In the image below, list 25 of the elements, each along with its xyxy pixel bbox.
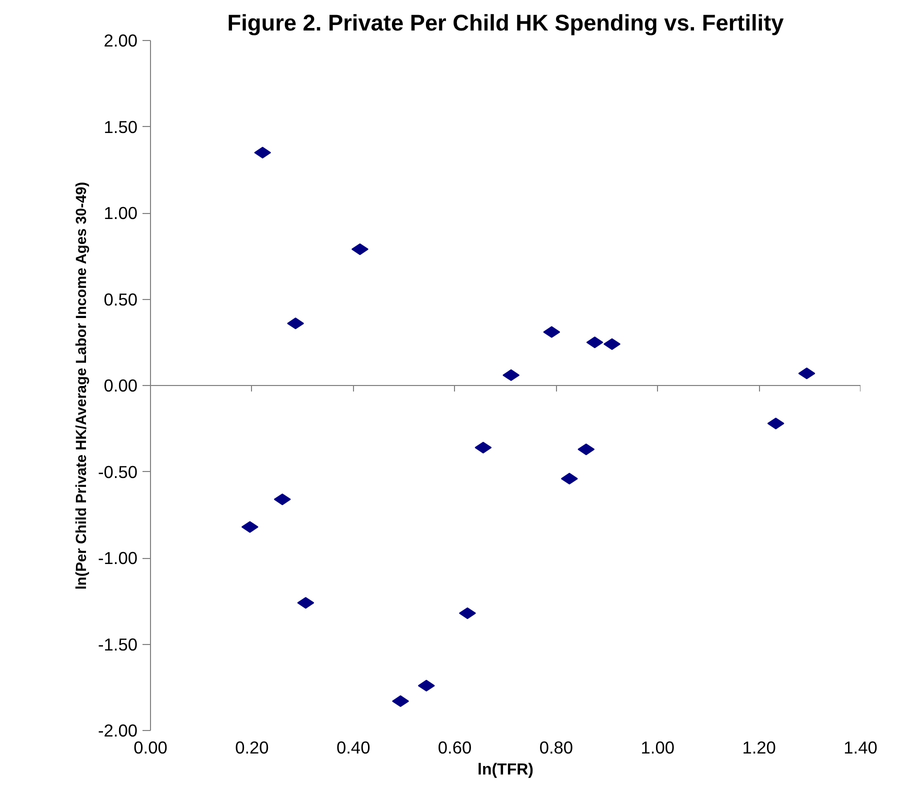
x-tick-label: 1.00 [640,738,675,758]
x-tick-label: 0.00 [134,738,168,758]
point [392,695,410,708]
y-tick-label: 0.50 [104,289,138,310]
y-tick-label: -1.00 [98,548,138,568]
x-tick-label: 0.60 [438,738,472,758]
point [578,443,595,456]
x-axis-title: ln(TFR) [478,762,534,778]
y-tick-label: 0.00 [104,376,138,396]
y-tick-label: 2.00 [104,30,138,50]
y-axis-title: ln(Per Child Private HK/Average Labor Income Ages 30-49) [74,182,90,590]
x-tick-label: 0.20 [235,738,269,758]
point [351,243,368,256]
x-tick-label: 1.20 [742,738,776,758]
y-tick-label: -2.00 [98,720,138,740]
point [604,338,620,350]
y-tick-label: 1.00 [104,203,138,223]
x-tick-label: 0.40 [336,738,370,758]
y-tick-label: -0.50 [98,462,138,482]
x-tick-label: 1.40 [844,738,878,758]
y-tick-label: 1.50 [104,116,138,137]
point [458,607,476,620]
y-tick-label: -1.50 [98,634,138,654]
x-tick-label: 0.80 [539,738,574,758]
chart-title: Figure 2. Private Per Child HK Spending vs. Fertility [227,10,784,36]
